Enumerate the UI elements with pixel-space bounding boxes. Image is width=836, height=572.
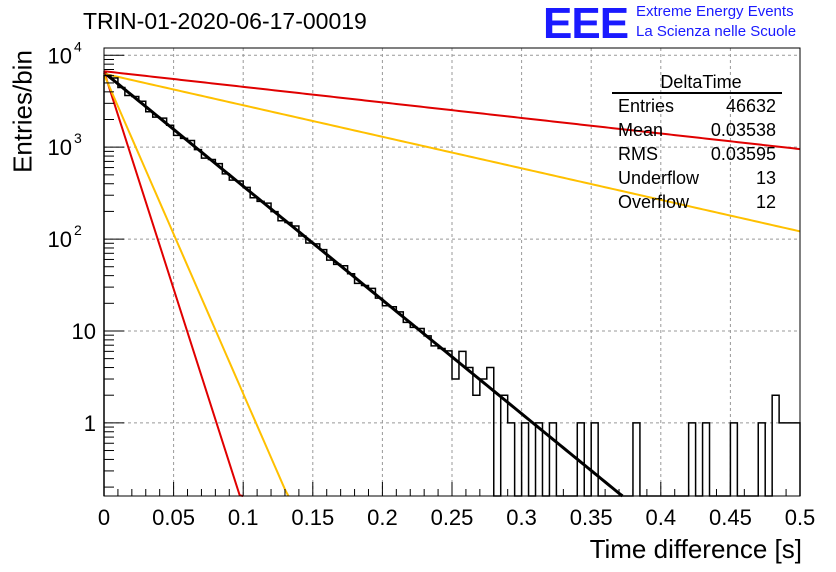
logo-subtitle-line1: Extreme Energy Events [636,3,794,20]
y-tick-label: 10 [72,319,96,344]
stats-row-entries: Entries 46632 [618,96,776,116]
x-tick-label: 0.4 [646,505,677,530]
x-tick-label: 0.1 [228,505,259,530]
x-tick-label: 0.45 [709,505,752,530]
x-tick-label: 0.35 [570,505,613,530]
x-tick-label: 0.15 [291,505,334,530]
logo-subtitle-line2: La Scienza nelle Scuole [636,23,797,40]
reference-line [103,73,290,497]
x-axis-label: Time difference [s] [589,534,802,564]
y-tick-exponent: 4 [74,38,82,54]
x-tick-label: 0 [98,505,110,530]
y-axis-label: Entries/bin [7,50,38,173]
stats-row-mean: Mean 0.03538 [618,120,776,140]
reference-line [103,72,801,233]
grid-lines [104,48,800,496]
eee-logo: EEE [543,0,629,48]
reference-line [103,70,801,151]
y-tick-label: 10 [48,135,72,160]
x-tick-label: 0.2 [367,505,398,530]
x-axis-ticks: 0 0.05 0.1 0.15 0.2 0.25 0.3 0.35 0.4 0.45 0.5 [98,482,815,530]
x-tick-label: 0.25 [431,505,474,530]
y-tick-exponent: 3 [74,130,82,146]
stats-row-overflow: Overflow 12 [618,192,776,212]
y-tick-label: 1 [84,411,96,436]
fit-curve [103,71,624,498]
x-tick-label: 0.05 [152,505,195,530]
x-tick-label: 0.5 [785,505,816,530]
x-tick-label: 0.3 [506,505,537,530]
stats-row-underflow: Underflow 13 [618,168,776,188]
stats-title: DeltaTime [612,72,782,94]
stats-box: DeltaTime Entries 46632 Mean 0.03538 RMS 0.… [612,72,782,214]
run-title: TRIN-01-2020-06-17-00019 [83,8,367,34]
y-tick-exponent: 2 [74,222,82,238]
y-tick-label: 10 [48,227,72,252]
y-tick-label: 10 [48,43,72,68]
reference-line [103,70,244,497]
stats-row-rms: RMS 0.03595 [618,144,776,164]
